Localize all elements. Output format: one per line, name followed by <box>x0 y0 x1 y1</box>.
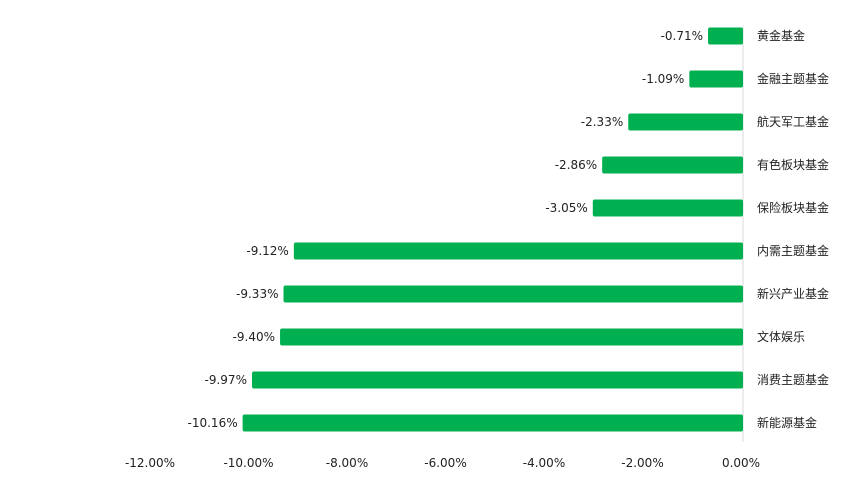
data-label: -9.12% <box>246 244 288 258</box>
category-label: 有色板块基金 <box>757 157 829 172</box>
x-tick-label: 0.00% <box>722 456 760 470</box>
category-label: 金融主题基金 <box>757 71 829 86</box>
data-label: -9.40% <box>233 330 275 344</box>
category-label: 黄金基金 <box>757 28 805 43</box>
data-label: -9.97% <box>205 373 247 387</box>
category-label: 新能源基金 <box>757 415 817 430</box>
bar <box>689 70 743 88</box>
bars-group <box>242 27 744 432</box>
value-labels-group: -0.71% -1.09% -2.33% -2.86% -3.05% -9.12% -9.3… <box>188 29 704 430</box>
bar <box>708 27 743 45</box>
category-labels-group: 黄金基金金融主题基金航天军工基金有色板块基金保险板块基金内需主题基金新兴产业基金… <box>757 28 829 430</box>
bar <box>280 328 743 346</box>
category-label: 文体娱乐 <box>757 329 805 344</box>
data-label: -0.71% <box>661 29 703 43</box>
bar <box>592 199 743 217</box>
category-label: 新兴产业基金 <box>757 286 829 301</box>
data-label: -3.05% <box>545 201 587 215</box>
bar <box>628 113 743 131</box>
x-tick-label: -10.00% <box>223 456 273 470</box>
bar <box>283 285 743 303</box>
category-label: 内需主题基金 <box>757 243 829 258</box>
data-label: -1.09% <box>642 72 684 86</box>
x-tick-label: -2.00% <box>621 456 663 470</box>
x-tick-label: -4.00% <box>523 456 565 470</box>
category-label: 航天军工基金 <box>757 114 829 129</box>
bar <box>293 242 743 260</box>
x-tick-label: -6.00% <box>424 456 466 470</box>
data-label: -2.33% <box>581 115 623 129</box>
x-tick-labels-group: -12.00% -10.00% -8.00% -6.00% -4.00% -2.00% 0.… <box>125 456 760 470</box>
x-tick-label: -12.00% <box>125 456 175 470</box>
category-label: 保险板块基金 <box>757 200 829 215</box>
data-label: -10.16% <box>188 416 238 430</box>
bar <box>602 156 743 174</box>
bar <box>251 371 744 389</box>
category-label: 消费主题基金 <box>757 372 829 387</box>
data-label: -2.86% <box>555 158 597 172</box>
data-label: -9.33% <box>236 287 278 301</box>
bar <box>242 414 743 432</box>
x-tick-label: -8.00% <box>326 456 368 470</box>
